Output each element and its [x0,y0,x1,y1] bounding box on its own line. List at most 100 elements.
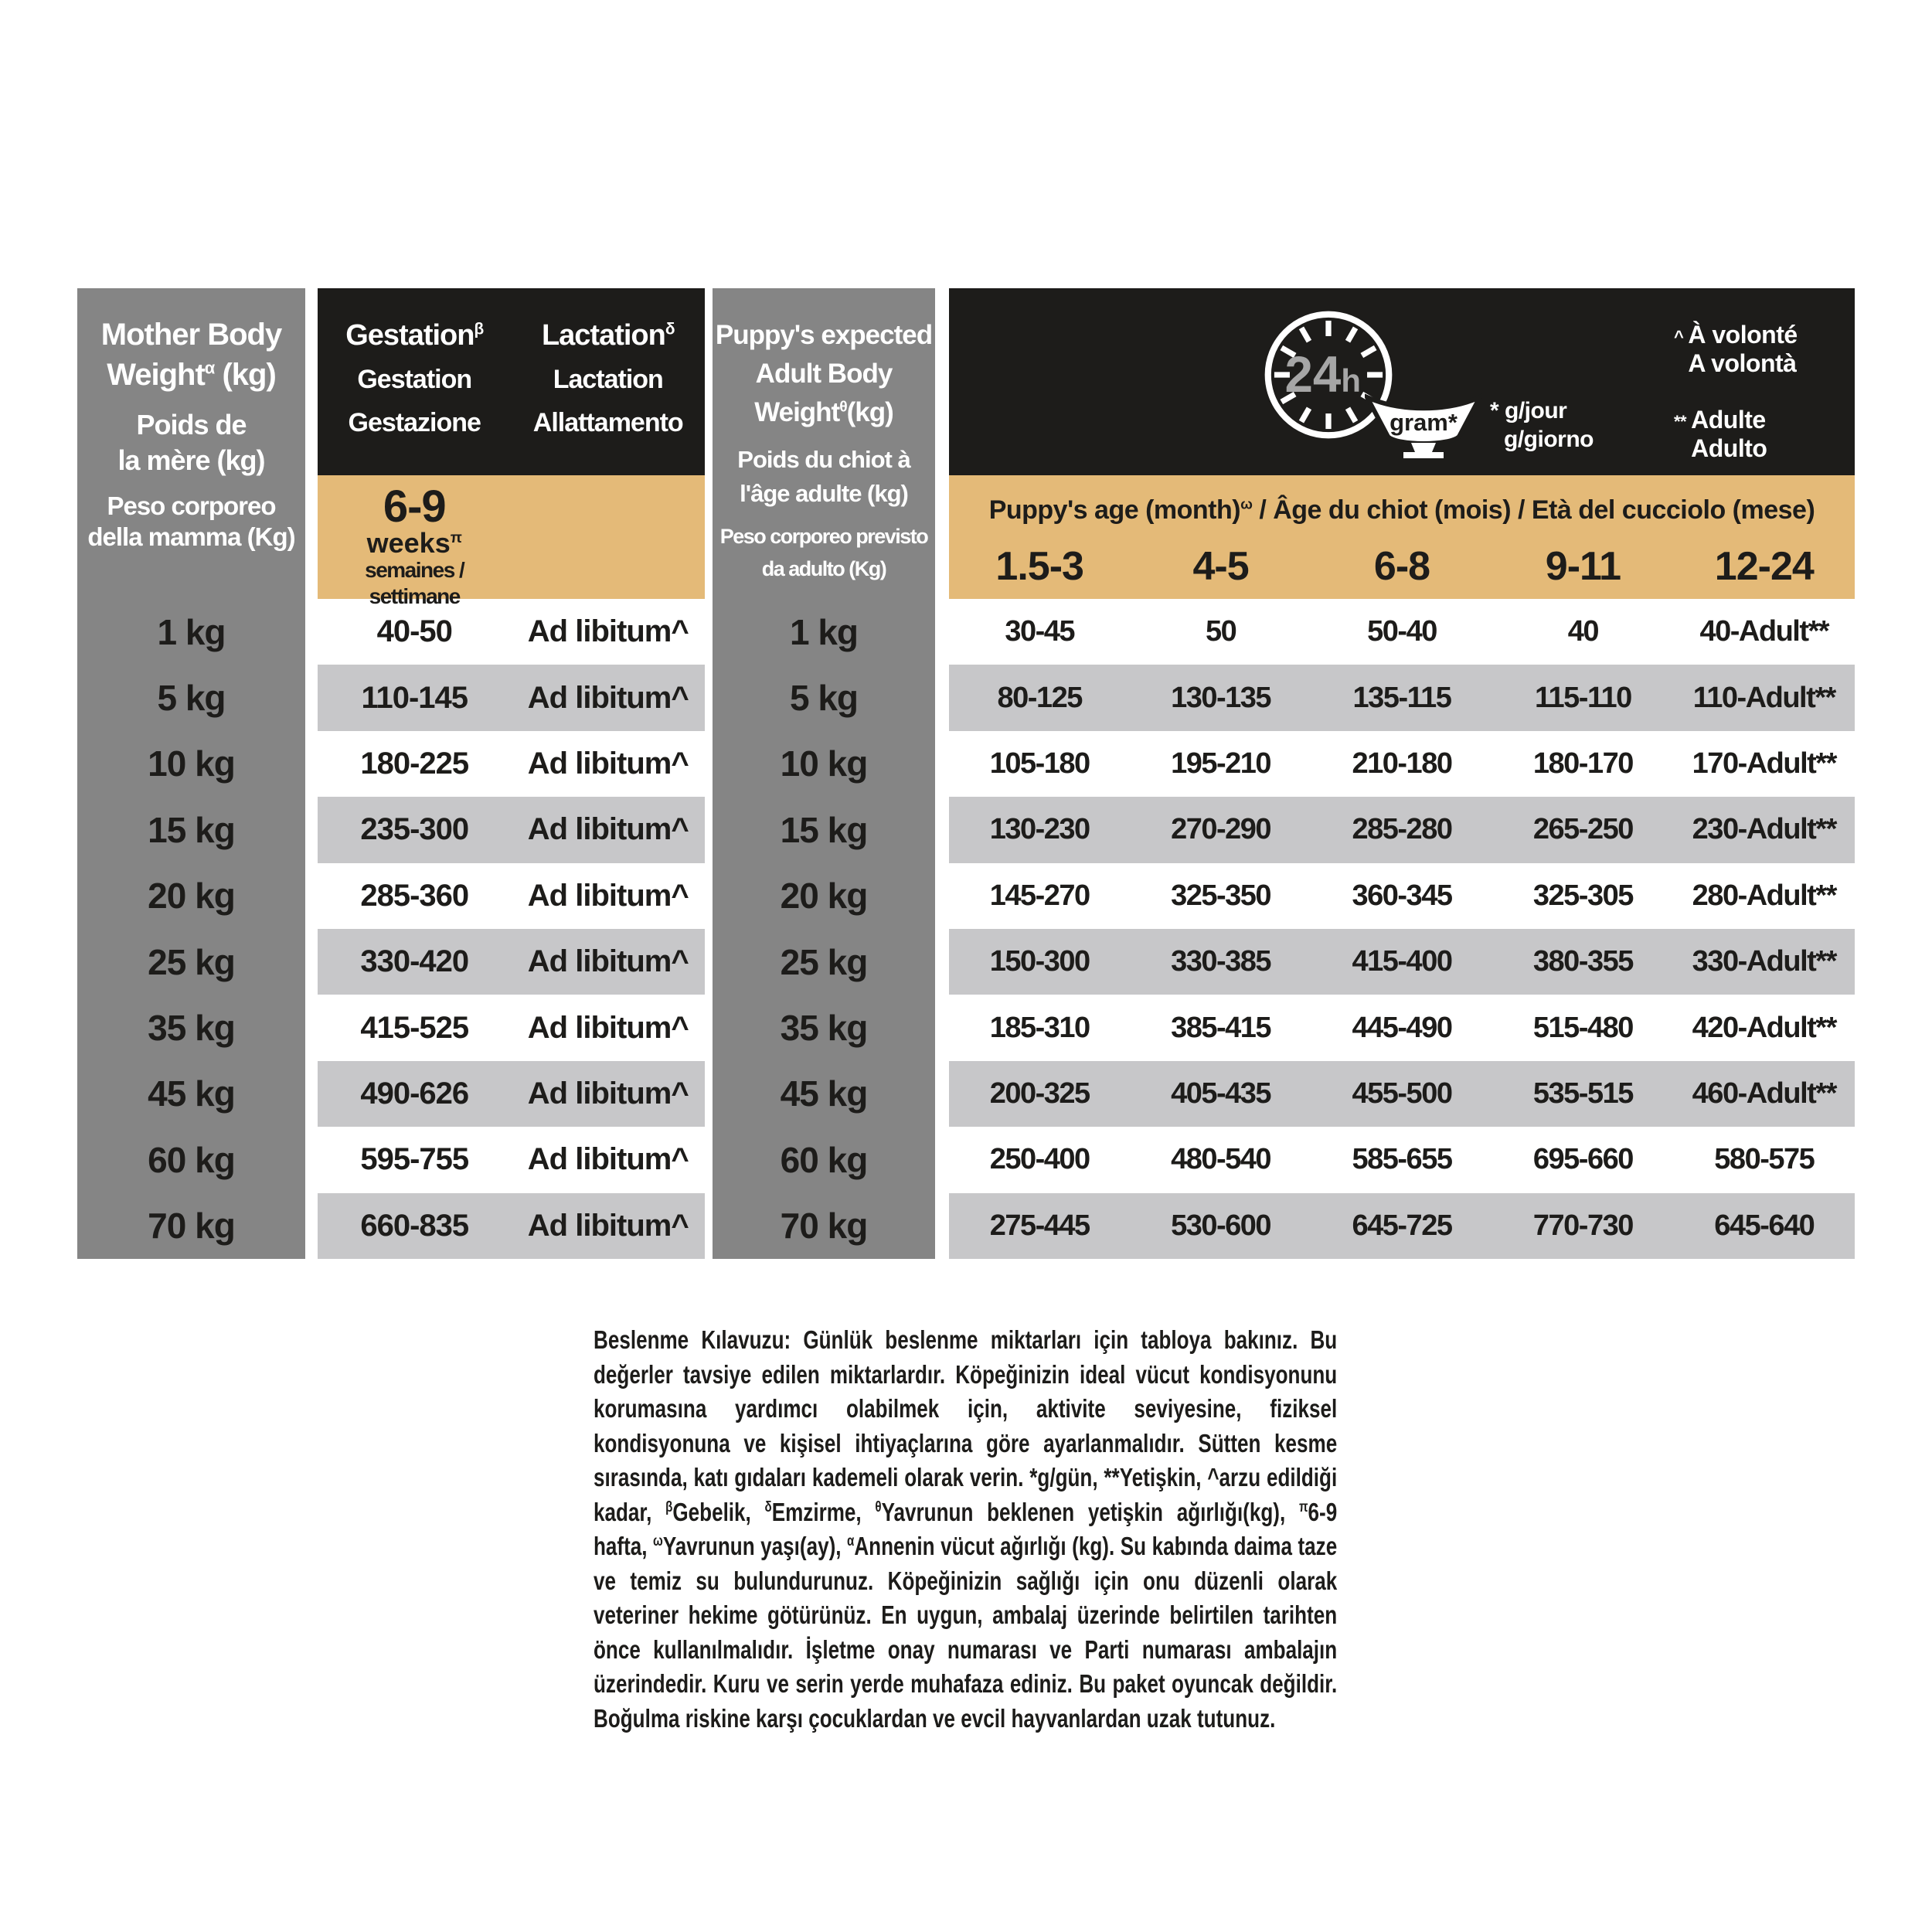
gestation-lactation-row: 110-145 Ad libitum^ [318,665,705,731]
lactation-value: Ad libitum^ [527,878,689,913]
ad-lib-legend: ^ À volonté A volontà [1674,321,1798,377]
feeding-amount-value: 360-345 [1352,879,1453,912]
feeding-amount-value: 580-575 [1714,1143,1815,1176]
feeding-amount-value: 275-445 [989,1209,1090,1242]
feeding-amount-row: 130-230 270-290 285-280 265-250 230-Adult** [949,797,1855,863]
feeding-amount-value: 185-310 [989,1011,1090,1044]
age-range-label: 6-8 [1373,544,1430,589]
gestation-value: 180-225 [360,746,469,781]
feeding-amount-row: 275-445 530-600 645-725 770-730 645-640 [949,1192,1855,1259]
feeding-amount-value: 325-350 [1171,879,1271,912]
feeding-amount-row: 105-180 195-210 210-180 180-170 170-Adult** [949,731,1855,797]
feeding-amount-value: 210-180 [1352,747,1453,780]
age-range-label: 4-5 [1192,544,1250,589]
mother-weight-label: 10 kg [148,743,236,784]
gestation-value: 330-420 [360,944,469,979]
feeding-amount-value: 250-400 [989,1143,1090,1176]
puppy-weight-label: 10 kg [780,743,869,784]
puppy-age-title: Puppy's age (month)ω / Âge du chiot (moi… [988,495,1815,525]
gestation-lactation-header: Gestationβ Gestation Gestazione Lactatio… [318,288,705,475]
svg-text:24h: 24h [1284,346,1360,403]
mother-weight-label: 20 kg [148,876,236,917]
puppy-weight-label: 1 kg [789,611,859,652]
lactation-value: Ad libitum^ [527,944,689,979]
puppy-weight-label: 60 kg [780,1139,869,1180]
feeding-amount-value: 280-Adult** [1692,879,1838,912]
feeding-amount-value: 460-Adult** [1692,1077,1838,1110]
adult-legend: ** Adulte Adulto [1674,406,1767,462]
mother-header-en-line1: Mother Body [100,318,282,352]
feeding-amount-value: 405-435 [1171,1077,1271,1110]
feeding-amount-value: 480-540 [1171,1143,1271,1176]
gram-bowl-icon: gram* [1365,393,1482,458]
grams-per-day-legend: * g/jour g/giorno [1490,398,1594,452]
feeding-amount-value: 325-305 [1532,879,1634,912]
gestation-value: 490-626 [360,1076,469,1111]
feeding-amount-value: 130-135 [1171,681,1271,714]
lactation-value: Ad libitum^ [527,1010,689,1045]
age-range-label: 1.5-3 [995,544,1084,589]
feeding-amount-value: 180-170 [1532,747,1634,780]
feeding-amount-row: 250-400 480-540 585-655 695-660 580-575 [949,1127,1855,1192]
mother-header-en-line2: Weightα (kg) [107,358,277,392]
gestation-value: 660-835 [360,1208,469,1243]
feeding-amount-value: 455-500 [1352,1077,1453,1110]
feeding-amount-value: 385-415 [1171,1011,1271,1044]
lactation-header-cell: Lactationδ Lactation Allattamento [532,319,684,437]
feeding-amount-value: 50-40 [1367,615,1437,648]
feeding-amount-row: 30-45 50 50-40 40 40-Adult** [949,599,1855,665]
feeding-amount-value: 30-45 [1005,615,1075,648]
feeding-amount-value: 230-Adult** [1692,813,1838,846]
gestation-lactation-rows: 40-50 Ad libitum^ 110-145 Ad libitum^ 180-22… [318,599,705,1259]
puppy-age-subheader: Puppy's age (month)ω / Âge du chiot (moi… [949,475,1855,599]
puppy-weight-label: 70 kg [780,1206,869,1247]
feeding-amount-value: 770-730 [1532,1209,1634,1242]
puppy-header-fr-line2: l'âge adulte (kg) [740,480,909,507]
feeding-amounts-table: 24h gram* * g/jour g/giorno ^ À volonté … [949,288,1855,1259]
feeding-amount-row: 200-325 405-435 455-500 535-515 460-Adult** [949,1060,1855,1128]
feeding-amount-value: 285-280 [1352,813,1453,846]
gestation-value: 40-50 [376,614,453,649]
puppy-weight-label: 25 kg [780,941,869,982]
gestation-lactation-row: 180-225 Ad libitum^ [318,731,705,797]
feeding-amount-value: 130-230 [989,813,1090,846]
puppy-weight-label: 15 kg [780,809,869,850]
mother-weight-label: 15 kg [148,809,236,850]
feeding-amount-value: 135-115 [1352,681,1452,714]
feeding-amount-value: 145-270 [989,879,1090,912]
gestation-value: 415-525 [360,1010,469,1045]
mother-weight-label: 25 kg [148,941,236,982]
weeks-langs: semaines / settimane [365,558,465,608]
feeding-amount-value: 195-210 [1171,747,1271,780]
puppy-header-en-line1: Puppy's expected [715,320,933,350]
gestation-lactation-table: Gestationβ Gestation Gestazione Lactatio… [318,288,705,1259]
weeks-range: 6-9 [383,481,447,532]
gestation-lactation-row: 235-300 Ad libitum^ [318,797,705,863]
mother-header-fr-line1: Poids de [136,409,247,440]
mother-weight-label: 45 kg [148,1073,236,1114]
mother-weight-header: Mother Body Weightα (kg) Poids de la mèr… [77,288,305,599]
feeding-amount-value: 695-660 [1532,1143,1634,1176]
weeks-unit: weeksπ [366,527,462,559]
svg-text:gram*: gram* [1389,409,1458,436]
puppy-header-it-line2: da adulto (Kg) [761,557,887,580]
gestation-lactation-row: 490-626 Ad libitum^ [318,1060,705,1128]
feeding-amount-value: 515-480 [1532,1011,1634,1044]
feeding-amount-row: 185-310 385-415 445-490 515-480 420-Adult** [949,995,1855,1060]
mother-weight-label: 1 kg [157,611,226,652]
puppy-weight-label: 35 kg [780,1008,869,1049]
puppy-weight-header: Puppy's expected Adult Body Weightθ(kg) … [713,288,935,599]
puppy-weight-label: 5 kg [789,678,859,719]
feeding-amount-value: 50 [1205,615,1237,648]
feeding-amount-rows: 30-45 50 50-40 40 40-Adult** 80-125 130-135 135… [949,599,1855,1259]
lactation-value: Ad libitum^ [527,812,689,847]
feeding-amount-value: 200-325 [989,1077,1090,1110]
puppy-weight-label: 45 kg [780,1073,869,1114]
gestation-header-cell: Gestationβ Gestation Gestazione [345,319,484,437]
lactation-value: Ad libitum^ [527,1076,689,1111]
feeding-amount-value: 110-Adult** [1692,681,1837,714]
mother-weight-label: 70 kg [148,1206,236,1247]
gestation-value: 285-360 [360,878,469,913]
age-range-label: 9-11 [1545,544,1621,589]
